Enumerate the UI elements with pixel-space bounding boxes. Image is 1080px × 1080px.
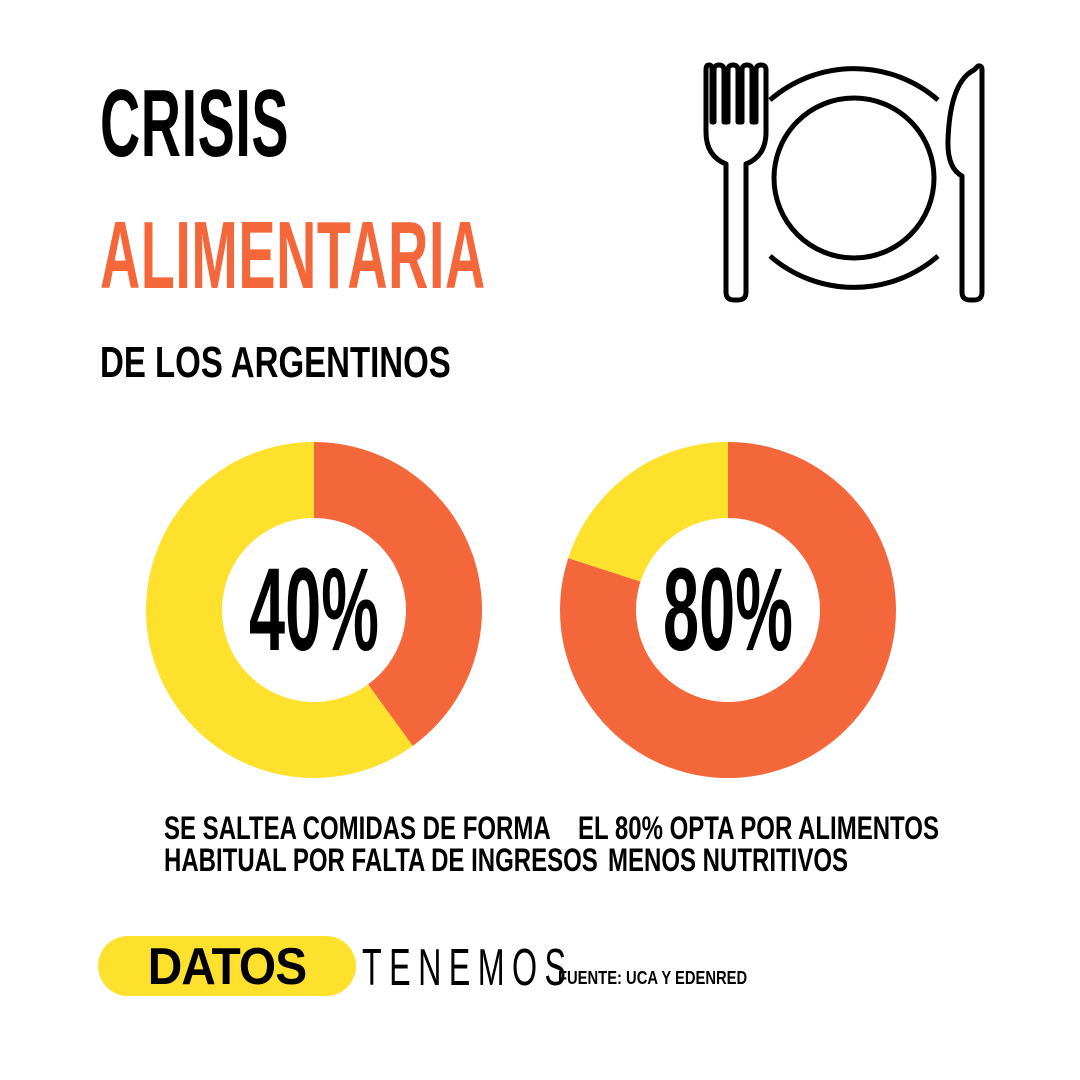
plate-inner-ring (771, 95, 937, 261)
donut2-slice-orange (560, 442, 896, 779)
source-note: FUENTE: UCA Y EDENRED (558, 968, 748, 988)
title-crisis: CRISIS (100, 70, 290, 177)
donut-chart-2 (560, 442, 896, 779)
donut-chart-1 (146, 442, 483, 778)
title-alimentaria: ALIMENTARIA (100, 202, 486, 309)
donut2-center-label: 80% (663, 544, 793, 676)
caption-1-line1: SE SALTEA COMIDAS DE FORMA (164, 810, 551, 846)
caption-2-line1: EL 80% OPTA POR ALIMENTOS (578, 810, 939, 846)
plate-with-fork-and-knife-icon (703, 62, 985, 303)
brand-pill: DATOS (98, 936, 356, 996)
donut2-slice-yellow (568, 442, 728, 582)
donut1-slice-orange (314, 442, 483, 746)
caption-2-line2: MENOS NUTRITIVOS (607, 842, 848, 878)
brand-word: TENEMOS (362, 939, 574, 997)
donut1-slice-yellow (146, 442, 413, 778)
knife-icon (945, 63, 985, 303)
caption-1-line2: HABITUAL POR FALTA DE INGRESOS (164, 842, 598, 878)
fork-icon (703, 62, 769, 303)
subtitle: DE LOS ARGENTINOS (100, 338, 451, 387)
brand-pill-text: DATOS (147, 938, 307, 996)
donut1-center-label: 40% (249, 544, 379, 676)
plate-outer-ring (768, 66, 940, 290)
